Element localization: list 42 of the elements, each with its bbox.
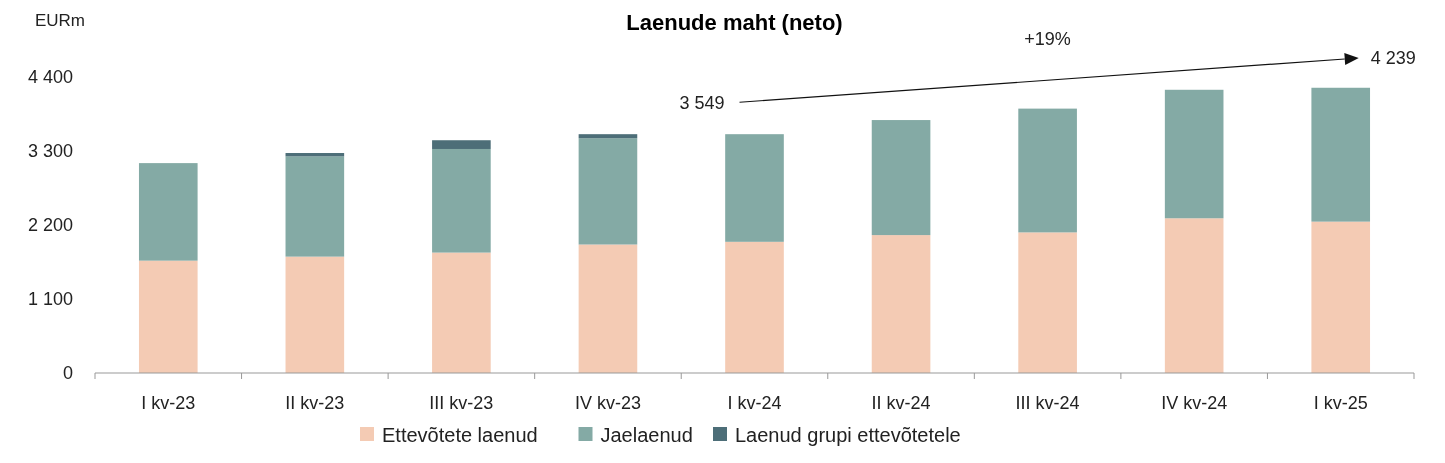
bar (871, 235, 931, 373)
bar (1018, 108, 1077, 233)
bar (1164, 218, 1224, 373)
x-tick-label: I kv-25 (1313, 393, 1368, 413)
x-tick-label: I kv-23 (141, 393, 196, 413)
bar (432, 140, 491, 149)
chart-title: Laenude maht (neto) (626, 10, 843, 35)
bar (725, 134, 784, 242)
x-tick-label: III kv-23 (429, 393, 494, 413)
annotation: 4 239 (1370, 48, 1416, 69)
legend-label: Laenud grupi ettevõtetele (735, 424, 961, 446)
x-tick-label: IV kv-23 (574, 393, 641, 413)
text: +19% (1024, 29, 1071, 50)
bar (1311, 221, 1371, 373)
y-tick-label: 4 400 (27, 67, 73, 88)
x-tick-label: IV kv-24 (1161, 393, 1228, 413)
bar (1311, 87, 1371, 222)
x-tick-label: I kv-24 (727, 393, 782, 413)
bar (578, 134, 638, 139)
y-tick-label: 2 200 (27, 215, 73, 236)
y-tick-label: 1 100 (27, 289, 73, 310)
x-tick-label: II kv-24 (871, 393, 931, 413)
bar (1018, 232, 1077, 373)
bar (432, 252, 491, 373)
annotation: 3 549 (679, 92, 725, 113)
x-tick-label: III kv-24 (1015, 393, 1080, 413)
y-tick-label: 3 300 (27, 141, 73, 162)
bar (1164, 89, 1224, 219)
bar (725, 241, 784, 373)
bar (285, 156, 345, 257)
bar (871, 120, 931, 236)
x-tick-label: II kv-23 (285, 393, 345, 413)
y-axis-title: EURm (34, 11, 85, 30)
bar (578, 244, 638, 373)
legend-label: Ettevõtete laenud (382, 424, 538, 446)
bar (285, 256, 345, 373)
bar (432, 148, 491, 253)
bar (578, 138, 638, 245)
y-tick-label: 0 (62, 363, 73, 384)
bar (138, 260, 198, 373)
bar (138, 163, 198, 261)
legend-label: Jaelaenud (600, 424, 693, 446)
